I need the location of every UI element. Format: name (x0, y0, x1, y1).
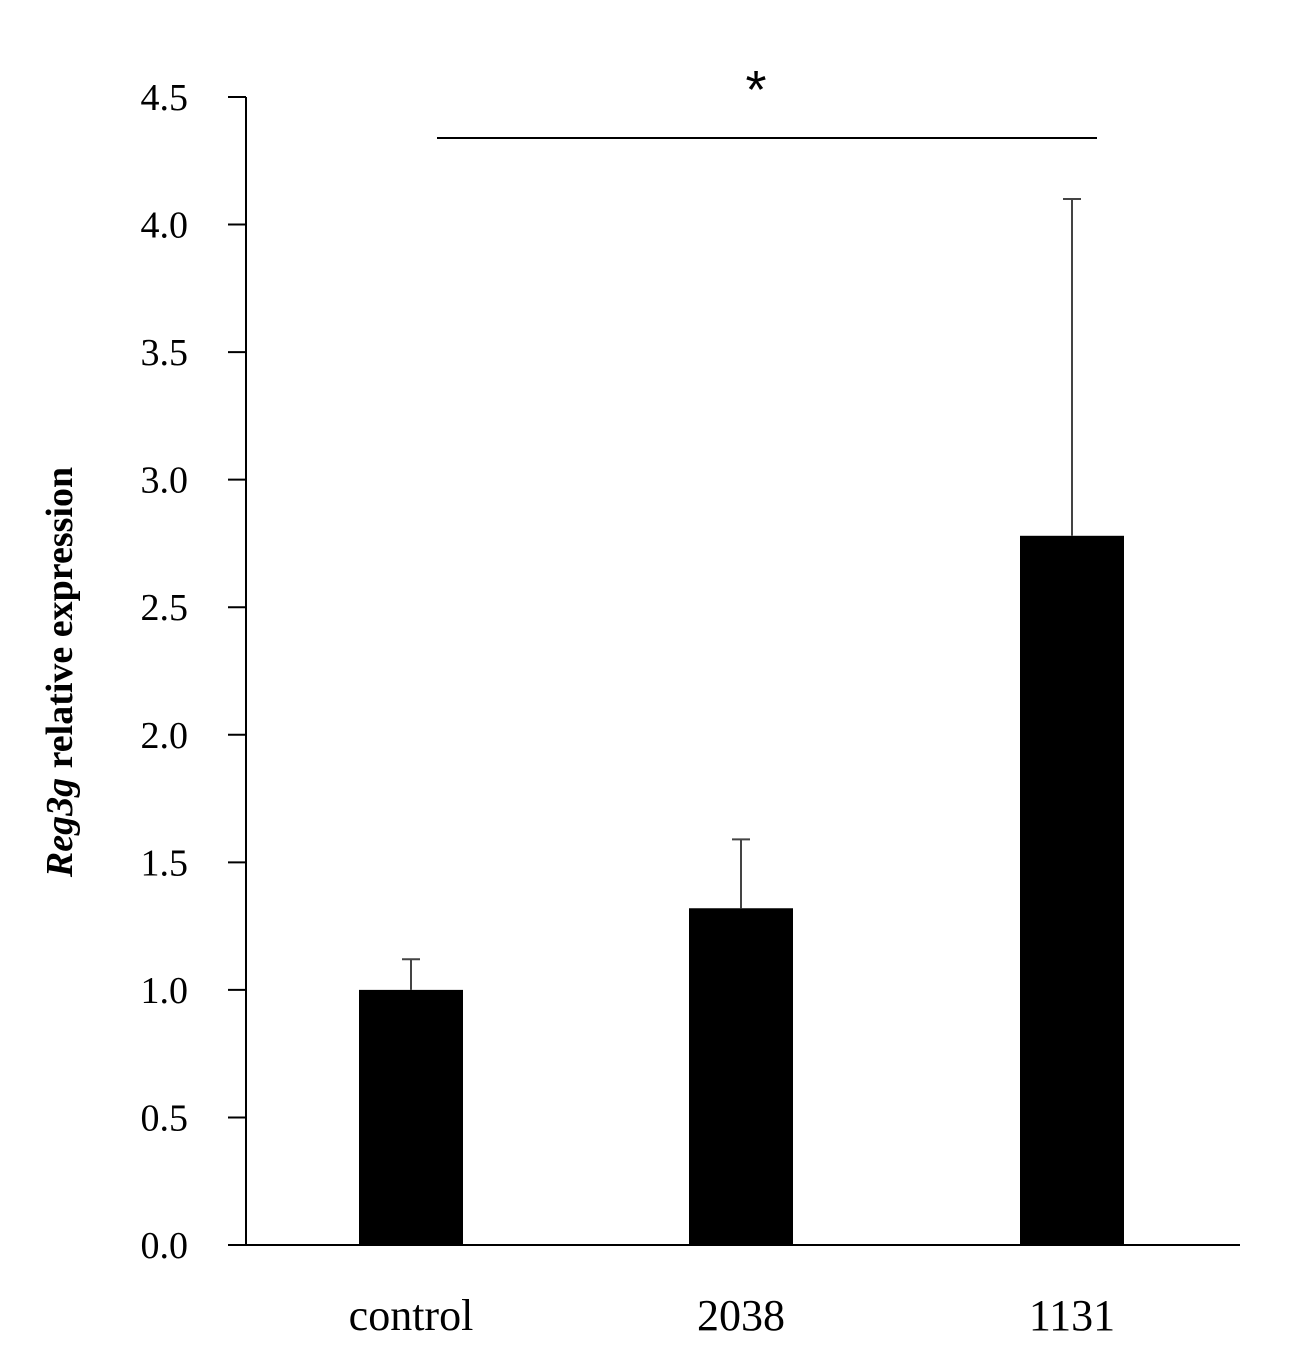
bars (359, 535, 1124, 1245)
y-tick-label: 1.0 (141, 970, 189, 1012)
error-bars (402, 198, 1081, 990)
bar-control (359, 989, 463, 1245)
significance-annotation: * (437, 60, 1097, 139)
y-tick-label: 4.5 (141, 77, 189, 119)
y-axis-label: Reg3g relative expression (39, 467, 81, 878)
bar-1131 (1020, 535, 1124, 1245)
x-tick-label: 2038 (697, 1291, 785, 1340)
bar-2038 (689, 908, 793, 1245)
y-axis-label-gene: Reg3g (39, 778, 81, 878)
y-tick-label: 2.0 (141, 715, 189, 757)
y-axis-label-text: relative expression (39, 467, 81, 778)
y-tick-label: 3.5 (141, 332, 189, 374)
y-tick-label: 4.0 (141, 205, 189, 247)
y-ticks: 0.0 0.5 1.0 1.5 2.0 2.5 3.0 3.5 4.0 4.5 (141, 77, 246, 1267)
x-tick-label: control (349, 1291, 474, 1340)
x-tick-label: 1131 (1029, 1291, 1115, 1340)
x-tick-labels: control 2038 1131 (349, 1291, 1116, 1340)
y-tick-label: 2.5 (141, 587, 189, 629)
y-tick-label: 0.5 (141, 1097, 189, 1139)
y-tick-label: 1.5 (141, 842, 189, 884)
y-tick-label: 0.0 (141, 1225, 189, 1267)
significance-star: * (745, 60, 766, 120)
y-tick-label: 3.0 (141, 460, 189, 502)
